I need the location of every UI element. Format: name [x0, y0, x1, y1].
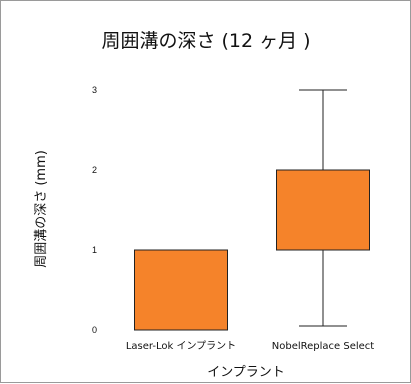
box-group — [134, 249, 228, 331]
chart-title: 周囲溝の深さ (12 ヶ月 ) — [101, 30, 310, 52]
x-category-label: NobelReplace Select — [272, 341, 375, 352]
y-tick-label: 2 — [92, 165, 97, 175]
x-category-label: Laser-Lok インプラント — [126, 340, 236, 352]
box — [134, 249, 228, 331]
box-group — [276, 89, 370, 327]
y-tick-label: 3 — [92, 85, 97, 95]
y-tick-label: 0 — [92, 325, 97, 335]
y-tick-label: 1 — [92, 245, 97, 255]
x-axis-label: インプラント — [207, 365, 285, 380]
y-axis-label: 周囲溝の深さ (mm) — [34, 150, 49, 268]
box — [276, 169, 370, 251]
